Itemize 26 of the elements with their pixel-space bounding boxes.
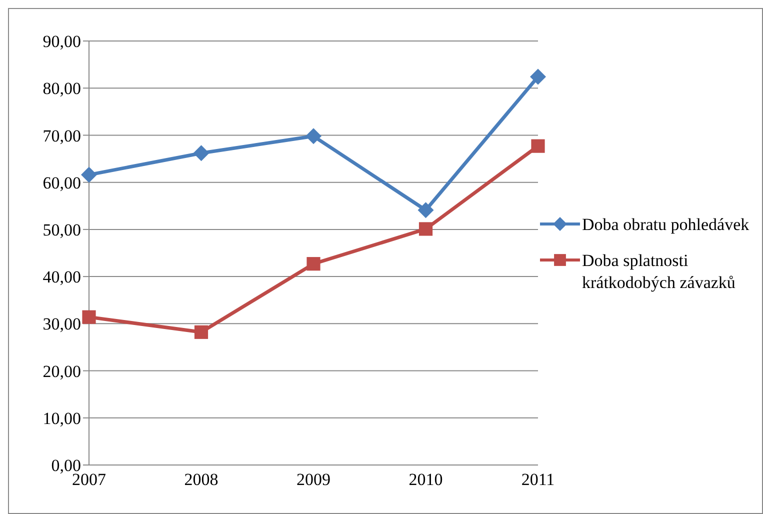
y-tick-label: 70,00 bbox=[42, 126, 81, 146]
x-tick-label: 2009 bbox=[296, 470, 330, 490]
point bbox=[418, 222, 433, 236]
point bbox=[193, 145, 210, 162]
y-tick-label: 50,00 bbox=[42, 220, 81, 240]
point bbox=[82, 310, 96, 324]
x-tick-label: 2007 bbox=[72, 470, 106, 490]
y-tick-label: 20,00 bbox=[42, 362, 81, 381]
point bbox=[194, 325, 208, 339]
point bbox=[81, 166, 97, 183]
legend-label: Doba splatnosti krátkodobých závazků bbox=[582, 250, 736, 294]
x-tick-label: 2011 bbox=[521, 470, 555, 490]
y-tick-label: 10,00 bbox=[42, 408, 81, 428]
y-tick-label: 30,00 bbox=[42, 314, 81, 334]
y-tick-label: 60,00 bbox=[42, 173, 81, 192]
point bbox=[306, 128, 322, 144]
x-tick-label: 2008 bbox=[184, 470, 218, 490]
point bbox=[530, 68, 546, 85]
x-tick-label: 2010 bbox=[408, 470, 443, 490]
point bbox=[418, 202, 434, 218]
y-tick-label: 90,00 bbox=[42, 32, 81, 52]
point bbox=[306, 257, 320, 271]
legend-label: Doba obratu pohledávek bbox=[582, 214, 750, 236]
y-tick-label: 80,00 bbox=[42, 79, 81, 98]
point bbox=[531, 139, 545, 153]
y-tick-label: 40,00 bbox=[42, 268, 81, 287]
